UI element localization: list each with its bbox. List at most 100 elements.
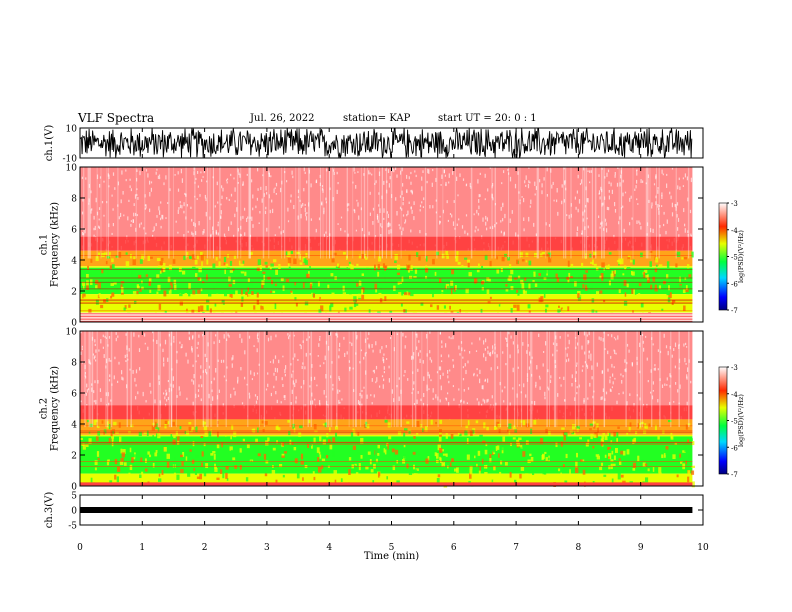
ch2-spec-speckle (355, 352, 357, 355)
ch2-spec-speckle (678, 402, 680, 405)
ch1-spec-speckle (221, 195, 223, 199)
ch2-spec-speckle (587, 340, 589, 345)
ch1-spec-mottle (581, 262, 584, 268)
ch2-spec-mottle (496, 445, 500, 450)
ch1-spec-mottle (691, 251, 694, 258)
ch2-spec-speckle (568, 358, 570, 362)
ch1-spec-mottle (120, 284, 123, 290)
ch1-spec-speckle (479, 172, 481, 175)
ch1-spec-speckle (380, 234, 382, 237)
ch2-spec-mottle (560, 472, 562, 477)
ch2-spec-mottle (215, 466, 218, 469)
ch2-spec-speckle (626, 343, 629, 347)
ch1-spec-speckle (529, 205, 531, 208)
ch1-spec-speckle (684, 228, 686, 233)
ch2-spec-mottle (296, 473, 300, 479)
ch1-spec-speckle (130, 220, 132, 222)
ch2-spec-mottle (383, 448, 386, 453)
ch2-spec-speckle (256, 348, 258, 353)
ch2-spec-speckle (282, 355, 284, 358)
ch1-spec-speckle (145, 232, 147, 235)
ch2-spec-mottle (593, 426, 596, 429)
ch2-spec-mottle (630, 475, 634, 481)
ch2-spec-speckle (411, 392, 413, 394)
ch2-spec-mottle (592, 445, 595, 449)
ch1-spec-speckle (587, 170, 589, 173)
ch1-spec-mottle (534, 283, 538, 288)
ch1-spec-speckle (323, 233, 325, 238)
ch2-spec-speckle (110, 399, 112, 402)
ch2-spec-mottle (575, 461, 578, 468)
ch2-spec-speckle (325, 395, 327, 398)
ch2-spec-mottle (132, 457, 136, 460)
ch2-spec-speckle (642, 340, 644, 344)
ch1-spec-speckle (125, 179, 127, 182)
ch1-spec-speckle (611, 189, 613, 195)
ch2-spec-speckle (643, 347, 645, 352)
ch1-spec-speckle (509, 218, 511, 223)
ch1-spec-mottle (384, 265, 388, 269)
ch2-spec-mottle (542, 469, 546, 475)
ch1-spec-speckle (601, 203, 603, 207)
ch1-spec-mottle (409, 275, 413, 279)
ch2-spec-speckle (492, 349, 494, 353)
ch1-spec-mottle (90, 258, 93, 263)
ch1-spec-mottle (528, 310, 531, 314)
ch1-spec-speckle (306, 212, 308, 214)
ch1-spec-mottle (206, 305, 209, 311)
ch1-spec-mottle (192, 290, 196, 295)
ch2-spec-speckle (331, 361, 333, 364)
ch1-spec-mottle (348, 261, 351, 266)
ch2-spec-speckle (375, 341, 377, 346)
ch1-spec-mottle (450, 280, 454, 286)
ch2-spec-speckle (91, 336, 94, 341)
ch1-spec-mottle (189, 256, 192, 260)
ch2-spec-mottle (641, 458, 644, 463)
ch1-spec-speckle (564, 180, 566, 184)
ch1-spec-speckle (489, 226, 491, 229)
ch1-spec-speckle (206, 180, 208, 183)
ch2-spec-mottle (403, 479, 405, 485)
ch1-spec-mottle (145, 274, 149, 277)
ch1-spec-speckle (577, 208, 579, 213)
ch2-spec-mottle (450, 434, 454, 439)
ch1-spec-mottle (412, 309, 416, 316)
ch2-spec-mottle (520, 466, 525, 471)
ch1-spec-speckle (180, 168, 182, 174)
ch2-spec-speckle (226, 338, 228, 342)
ch2-spec-speckle (422, 402, 425, 408)
time-tick-label: 4 (326, 543, 332, 553)
ch2-spec-mottle (365, 421, 368, 428)
ch1-spec-mottle (201, 261, 203, 267)
ch2-spec-speckle (582, 365, 584, 368)
ch1-spec-speckle (608, 207, 610, 211)
ch2-spec-mottle (602, 432, 606, 436)
ch2-spec-mottle (396, 480, 400, 484)
ch1-spec-speckle (613, 234, 615, 239)
ch1-spec-speckle (686, 176, 688, 181)
ch1-spec-speckle (599, 226, 601, 229)
ch1-spec-speckle (411, 209, 413, 214)
ch2-spec-speckle (494, 343, 496, 346)
ch1-spec-speckle (676, 202, 679, 206)
ch2-spec-speckle (305, 352, 307, 355)
ch2-spec-speckle (426, 386, 428, 392)
ch2-spec-speckle (314, 398, 316, 401)
ch2-spec-mottle (620, 450, 624, 455)
ch2-spec-mottle (635, 430, 638, 435)
ch2-spec-mottle (95, 419, 98, 423)
ch1-spec-mottle (156, 257, 161, 262)
ch1-spec-mottle (244, 271, 247, 276)
ch1-spec-mottle (441, 290, 444, 293)
ch1-spec-y-tick-label: 2 (71, 288, 77, 298)
ch2-spec-speckle (258, 363, 260, 366)
ch2-spec-speckle (589, 382, 591, 387)
ch1-spec-mottle (232, 277, 235, 282)
ch2-spec-speckle (598, 336, 600, 340)
ch2-spec-mottle (188, 422, 192, 425)
ch1-spec-speckle (620, 207, 622, 210)
ch1-spec-mottle (216, 281, 220, 286)
ch2-spec-speckle (294, 382, 296, 388)
ch2-spec-speckle (651, 337, 653, 340)
ch1-spec-mottle (410, 293, 414, 297)
